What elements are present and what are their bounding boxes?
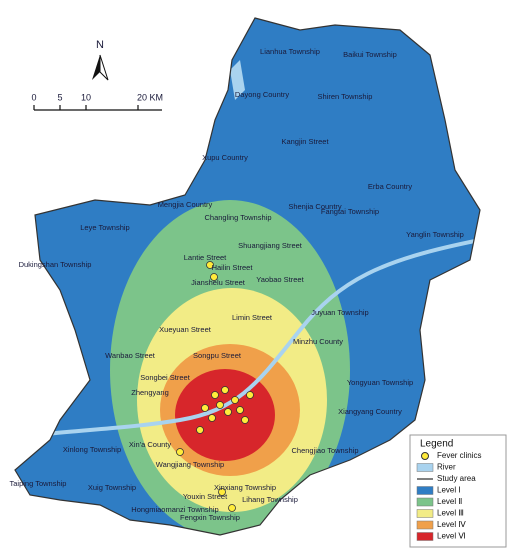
north-label: N: [96, 39, 104, 51]
place-label: Hailin Street: [212, 263, 254, 272]
place-label: Xinlong Township: [63, 445, 121, 454]
legend-symbol: [416, 509, 434, 518]
place-label: Yaobao Street: [256, 275, 304, 284]
place-label: Yanglin Township: [406, 230, 464, 239]
place-label: Limin Street: [232, 313, 273, 322]
place-label: Zhengyang: [131, 388, 169, 397]
legend-label: Level Ⅰ: [437, 486, 461, 495]
place-label: Xueyuan Street: [159, 325, 212, 334]
place-label: Dukingshan Township: [19, 260, 92, 269]
place-label: Songpu Street: [193, 351, 242, 360]
place-label: Leye Township: [80, 223, 129, 232]
legend-label: Level Ⅲ: [437, 509, 464, 518]
north-arrow: [92, 54, 109, 81]
legend-symbol: [416, 486, 434, 495]
scale-label: 20 KM: [137, 92, 163, 102]
place-label: Yongyuan Township: [347, 378, 413, 387]
place-label: Youxin Street: [183, 492, 228, 501]
scale-label: 0: [31, 92, 36, 102]
place-label: Minzhu County: [293, 337, 343, 346]
legend-label: River: [437, 463, 456, 472]
place-label: Taiping Township: [10, 479, 67, 488]
place-label: Kangjin Street: [281, 137, 329, 146]
place-label: Xinxiang Township: [214, 483, 276, 492]
legend-symbol: [416, 532, 434, 541]
place-label: Xuig Township: [88, 483, 136, 492]
scale-bar: [33, 105, 162, 111]
study-area-border: [14, 17, 481, 536]
place-label: Lantie Street: [184, 253, 227, 262]
place-label: Dayong Country: [235, 90, 289, 99]
place-label: Fengxin Township: [180, 513, 240, 522]
place-label: Xiangyang Country: [338, 407, 402, 416]
scale-label: 5: [57, 92, 62, 102]
place-label: Mengjia Country: [158, 200, 213, 209]
place-label: Shuangjiang Street: [238, 241, 303, 250]
scale-label: 10: [81, 92, 91, 102]
place-label: Jianshelu Street: [191, 278, 246, 287]
place-label: Shenjia Country: [288, 202, 342, 211]
place-label: Wangjiang Township: [156, 460, 224, 469]
legend-label: Level Ⅱ: [437, 497, 462, 506]
place-label: Hongmiaomanzi Township: [131, 505, 218, 514]
place-label: Wanbao Street: [105, 351, 156, 360]
legend-symbol: [421, 452, 429, 460]
place-label: Xupu Country: [202, 153, 248, 162]
place-label: Shiren Township: [318, 92, 373, 101]
place-label: Lihang Township: [242, 495, 298, 504]
legend-label: Fever clinics: [437, 451, 481, 460]
place-label: Erba Country: [368, 182, 412, 191]
place-label: Changling Township: [205, 213, 272, 222]
legend-symbol: [416, 520, 434, 530]
legend-title: Legend: [420, 439, 453, 450]
legend-label: Study area: [437, 474, 476, 483]
legend-symbol: [416, 463, 434, 472]
legend-label: Level Ⅵ: [437, 532, 466, 541]
place-label: Songbei Street: [140, 373, 191, 382]
place-label: Baikui Township: [343, 50, 397, 59]
place-label: Chengjiao Township: [292, 446, 359, 455]
legend-label: Level Ⅳ: [437, 520, 466, 529]
place-label: Juyuan Township: [311, 308, 368, 317]
legend-symbol: [416, 497, 434, 507]
clinics: [176, 261, 254, 512]
place-label: Lianhua Township: [260, 47, 320, 56]
place-label: Fangtai Township: [321, 207, 379, 216]
place-label: Xin'a County: [129, 440, 172, 449]
